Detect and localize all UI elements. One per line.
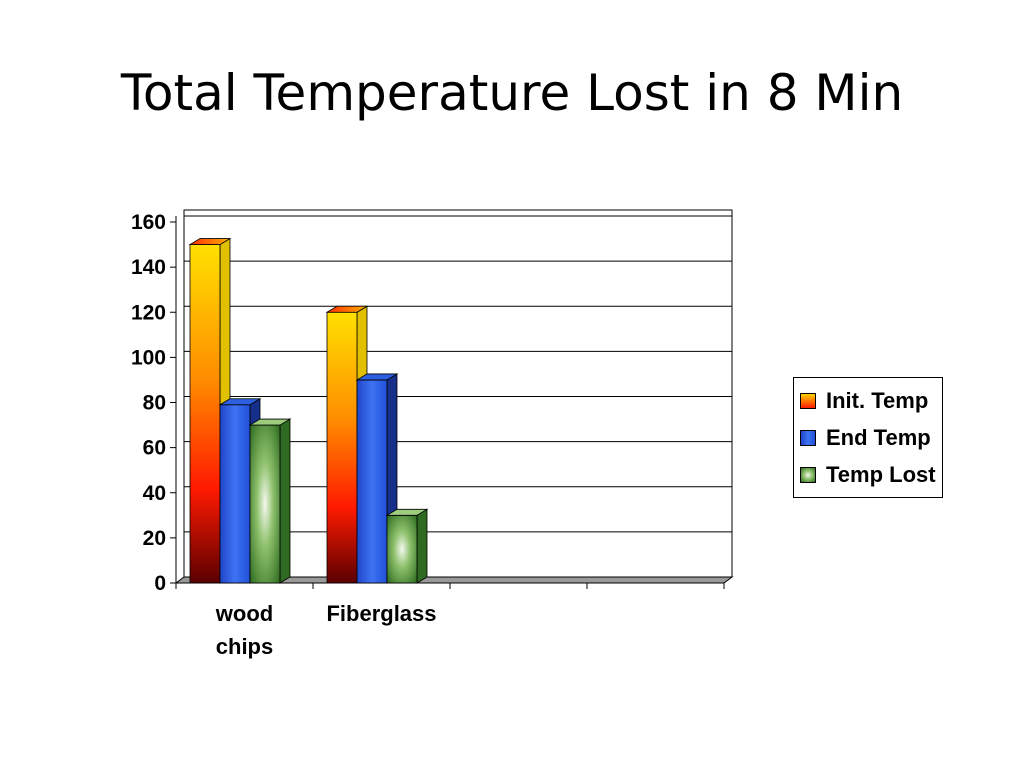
chart-legend: Init. Temp End Temp Temp Lost (793, 377, 943, 498)
y-tick-label: 160 (131, 211, 166, 234)
y-tick-label: 20 (143, 527, 166, 550)
bar-side (279, 418, 291, 584)
y-tick-label: 100 (131, 346, 166, 369)
bar-top (218, 398, 262, 406)
bar-side (416, 508, 428, 584)
bar-end-temp (219, 404, 251, 584)
legend-swatch (800, 392, 816, 409)
legend-label: Init. Temp (826, 387, 929, 413)
x-tick-label: Fiberglass (326, 601, 436, 626)
bar-top (188, 238, 232, 245)
bar-init-temp (326, 311, 358, 584)
y-tick-label: 60 (143, 437, 166, 460)
slide-title: Total Temperature Lost in 8 Min (120, 64, 904, 122)
legend-label: Temp Lost (826, 461, 936, 487)
y-tick-label: 0 (154, 572, 166, 595)
y-tick-label: 120 (131, 301, 166, 324)
legend-item: Init. Temp (800, 382, 936, 419)
legend-item: Temp Lost (800, 456, 936, 493)
bar-top (248, 418, 292, 426)
bar-temp-lost (249, 424, 281, 584)
bar-top (355, 373, 399, 381)
bar-init-temp (189, 244, 221, 584)
legend-item: End Temp (800, 419, 936, 456)
x-tick-label: wood (215, 601, 273, 626)
bar-top (385, 508, 429, 516)
x-tick-label: chips (216, 634, 273, 659)
bar-top (325, 305, 369, 313)
legend-swatch (800, 466, 816, 483)
plot-area: 0 20 40 60 80 100 120 140 160 wood chips Fiberglass (131, 209, 734, 659)
y-tick-label: 80 (143, 392, 166, 415)
legend-label: End Temp (826, 424, 931, 450)
bar-end-temp (356, 379, 388, 584)
legend-swatch (800, 429, 816, 446)
y-tick-label: 140 (131, 256, 166, 279)
bar-temp-lost (386, 514, 418, 584)
y-tick-label: 40 (143, 482, 166, 505)
